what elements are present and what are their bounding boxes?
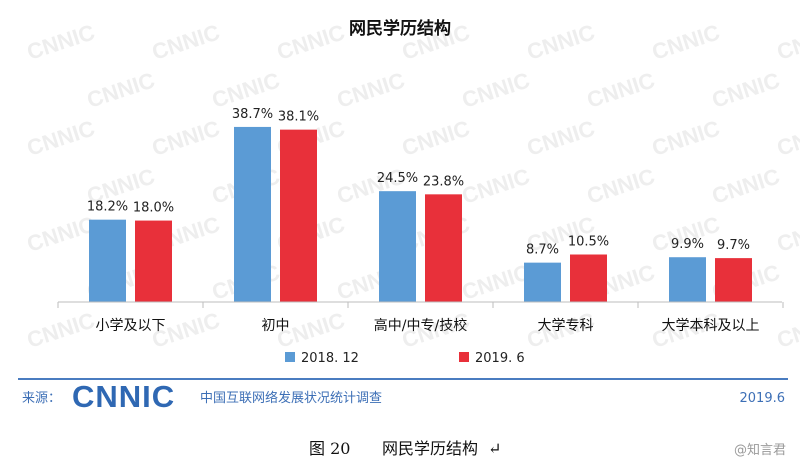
legend: 2018. 12 2019. 6 [285, 351, 525, 366]
cnnic-logo: CNNIC [72, 379, 175, 414]
weibo-watermark: @知言君 [734, 442, 786, 458]
watermark-text: CNNIC [774, 115, 800, 160]
category-label-1: 初中 [262, 317, 290, 334]
source-organization: 中国互联网络发展状况统计调查 [200, 390, 382, 406]
paragraph-mark: ↵ [488, 439, 501, 458]
value-label-2018-12-3: 8.7% [526, 243, 559, 258]
legend-label-2019-6: 2019. 6 [475, 351, 525, 366]
bar-group [89, 126, 752, 302]
value-label-2018-12-4: 9.9% [671, 237, 704, 252]
chart-title: 网民学历结构 [349, 18, 451, 39]
figure-number: 图 20 [309, 439, 350, 458]
value-label-2019-6-4: 9.7% [717, 238, 750, 253]
value-label-2019-6-3: 10.5% [568, 235, 609, 250]
watermark-text: CNNIC [274, 19, 348, 64]
watermark-text: CNNIC [24, 211, 98, 256]
source-label: 来源： [22, 391, 61, 406]
figure-caption: 网民学历结构 [382, 439, 478, 458]
legend-swatch-2018-12 [285, 352, 295, 362]
category-label-4: 大学本科及以上 [662, 318, 760, 334]
watermark-text: CNNIC [149, 115, 223, 160]
watermark-text: CNNIC [584, 67, 658, 112]
watermark-text: CNNIC [24, 307, 98, 352]
source-date: 2019.6 [740, 391, 786, 406]
watermark-text: CNNIC [24, 19, 98, 64]
watermark-text: CNNIC [24, 115, 98, 160]
bar-2018-12-4 [669, 257, 706, 302]
watermark-text: CNNIC [774, 211, 800, 256]
bar-2018-12-1 [234, 126, 271, 302]
category-label-2: 高中/中专/技校 [374, 317, 467, 334]
x-axis-ticks [57, 302, 784, 308]
watermark-text: CNNIC [459, 163, 533, 208]
bar-2019-6-1 [280, 129, 317, 302]
watermark-text: CNNIC [649, 115, 723, 160]
value-label-2018-12-1: 38.7% [232, 107, 273, 122]
bar-2019-6-3 [570, 254, 607, 302]
watermark-text: CNNIC [709, 67, 783, 112]
value-label-group: 18.2% 18.0% 38.7% 38.1% 24.5% 23.8% 8.7% 10.5% 9… [87, 107, 750, 258]
bar-2019-6-2 [425, 194, 462, 302]
bar-2018-12-3 [524, 262, 561, 302]
value-label-2018-12-2: 24.5% [377, 171, 418, 186]
watermark-text: CNNIC [584, 163, 658, 208]
category-label-group: 小学及以下 初中 高中/中专/技校 大学专科 大学本科及以上 [96, 317, 760, 334]
watermark-text: CNNIC [84, 67, 158, 112]
bar-2019-6-0 [135, 220, 172, 302]
watermark-text: CNNIC [524, 115, 598, 160]
watermark-text: CNNIC [459, 67, 533, 112]
value-label-2018-12-0: 18.2% [87, 200, 128, 215]
value-label-2019-6-0: 18.0% [133, 201, 174, 216]
bar-2018-12-2 [379, 191, 416, 302]
watermark-text: CNNIC [774, 19, 800, 64]
value-label-2019-6-1: 38.1% [278, 110, 319, 125]
legend-label-2018-12: 2018. 12 [301, 351, 359, 366]
value-label-2019-6-2: 23.8% [423, 174, 464, 189]
bar-2019-6-4 [715, 258, 752, 302]
watermark-text: CNNIC [459, 259, 533, 304]
watermark-text: CNNIC [649, 19, 723, 64]
bar-2018-12-0 [89, 219, 126, 302]
watermark-text: CNNIC [334, 67, 408, 112]
category-label-0: 小学及以下 [96, 318, 166, 334]
legend-swatch-2019-6 [459, 352, 469, 362]
watermark-text: CNNIC [709, 163, 783, 208]
category-label-3: 大学专科 [538, 318, 594, 334]
watermark-text: CNNIC [524, 19, 598, 64]
watermark-text: CNNIC [399, 115, 473, 160]
watermark-text: CNNIC [149, 19, 223, 64]
watermark-text: CNNIC [774, 307, 800, 352]
